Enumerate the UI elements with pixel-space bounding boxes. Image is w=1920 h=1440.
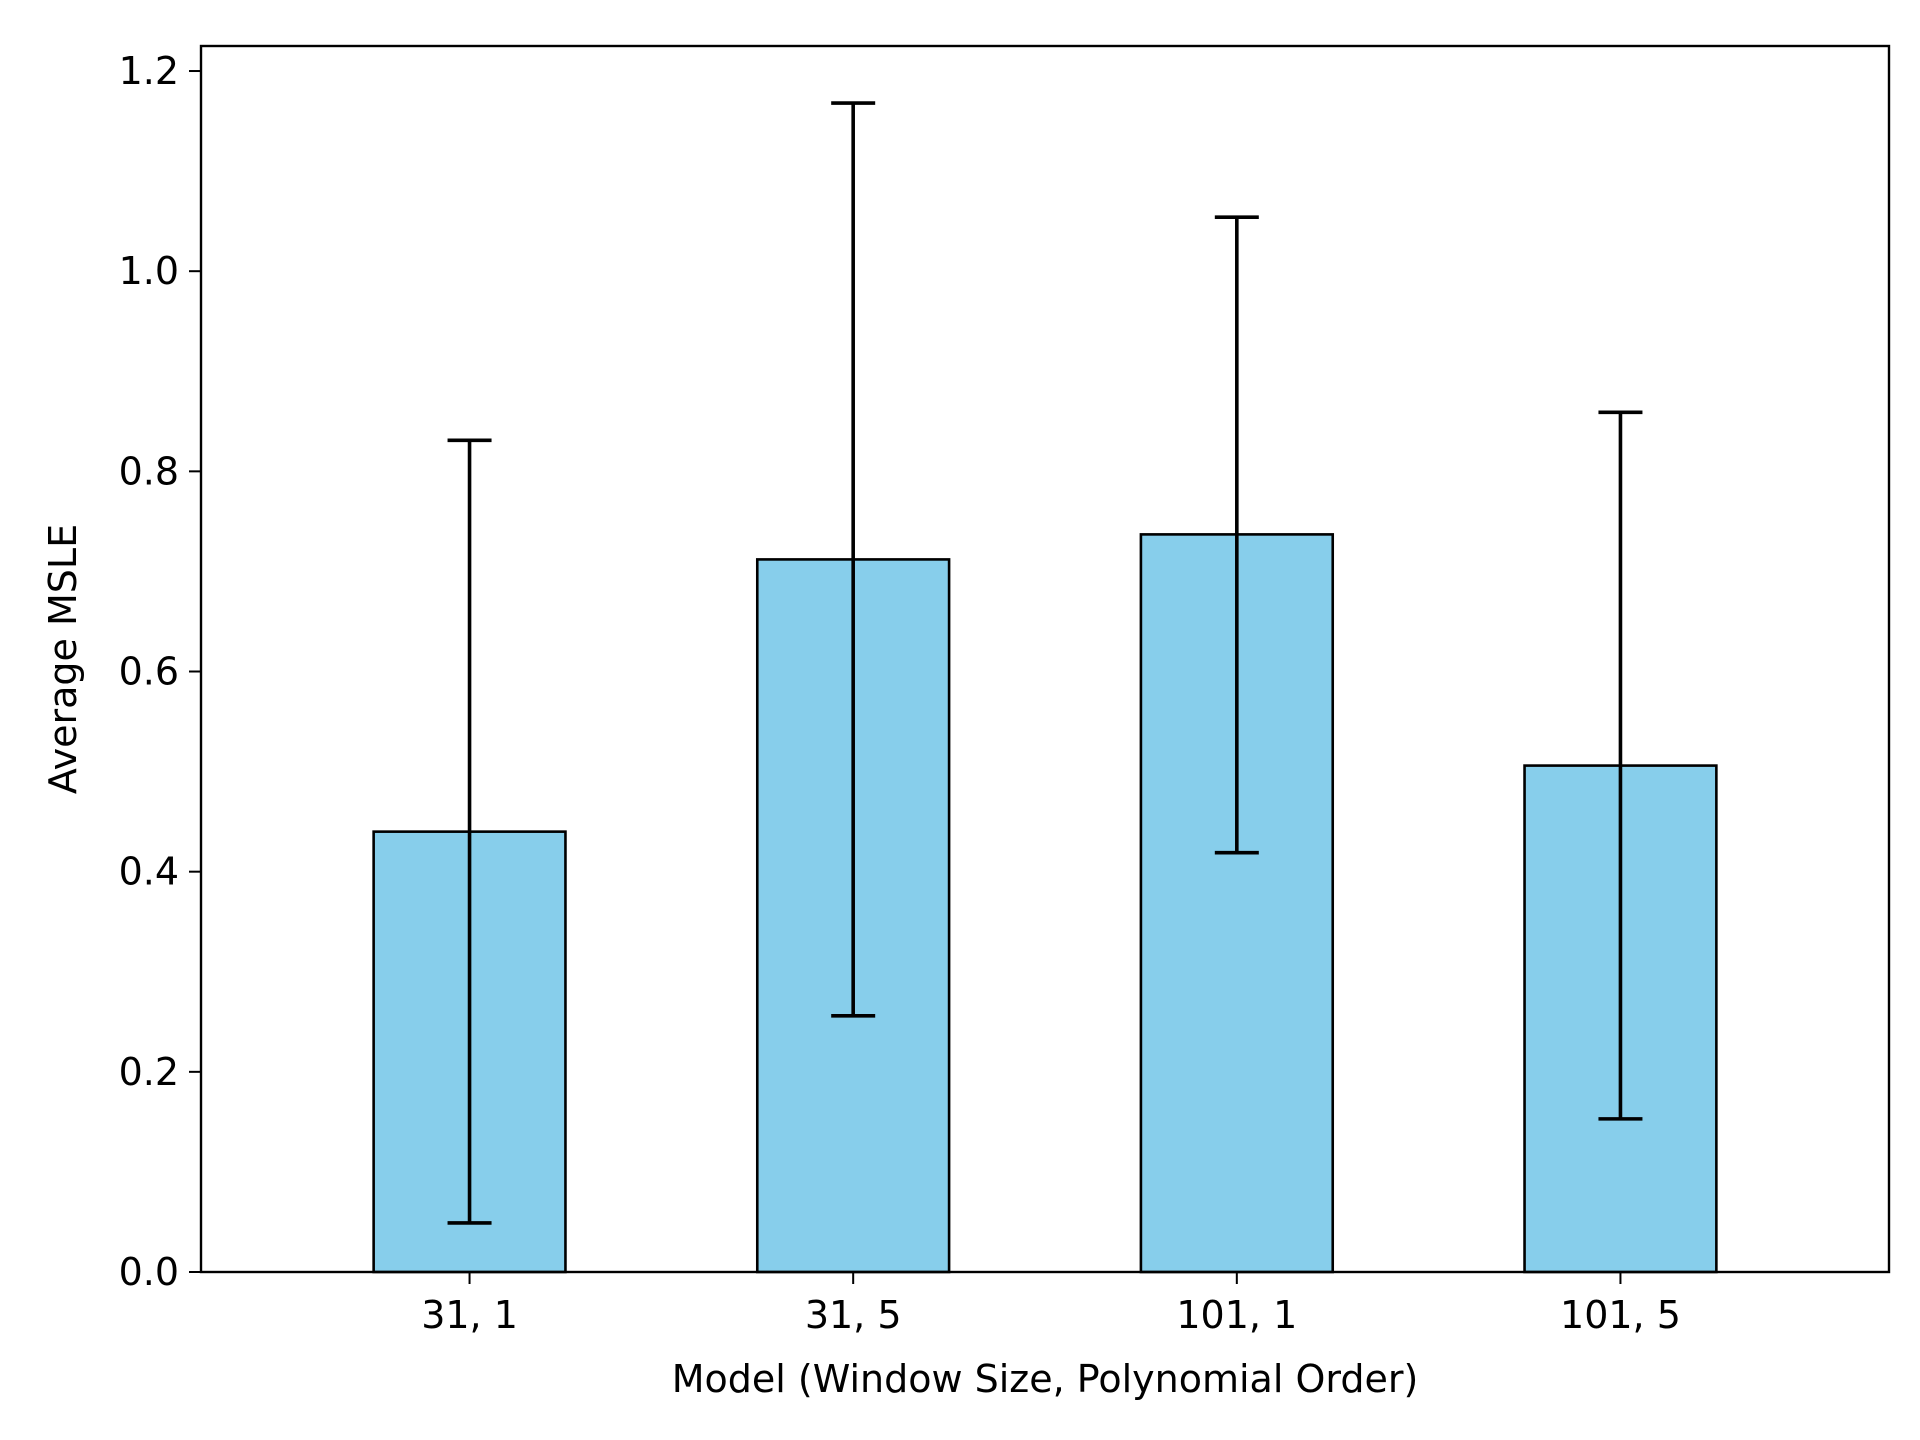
y-tick-label-5: 1.0 (119, 249, 179, 293)
y-tick-label-0: 0.0 (119, 1250, 179, 1294)
y-axis: 0.0 0.2 0.4 0.6 0.8 1.0 1.2 (119, 49, 201, 1294)
y-tick-label-4: 0.8 (119, 449, 179, 493)
x-tick-label-2: 101, 1 (1176, 1293, 1297, 1337)
x-tick-label-3: 101, 5 (1560, 1293, 1681, 1337)
x-axis-label: Model (Window Size, Polynomial Order) (672, 1357, 1419, 1401)
y-tick-label-1: 0.2 (119, 1050, 179, 1094)
x-tick-label-0: 31, 1 (421, 1293, 518, 1337)
y-tick-label-6: 1.2 (119, 49, 179, 93)
plot-frame (199, 44, 1891, 1274)
x-tick-label-1: 31, 5 (805, 1293, 902, 1337)
error-bars-group (447, 101, 1643, 1225)
y-tick-label-2: 0.4 (119, 850, 179, 894)
y-tick-label-3: 0.6 (119, 650, 179, 694)
y-axis-label: Average MSLE (41, 524, 85, 794)
x-axis: 31, 1 31, 5 101, 1 101, 5 (421, 1272, 1681, 1337)
